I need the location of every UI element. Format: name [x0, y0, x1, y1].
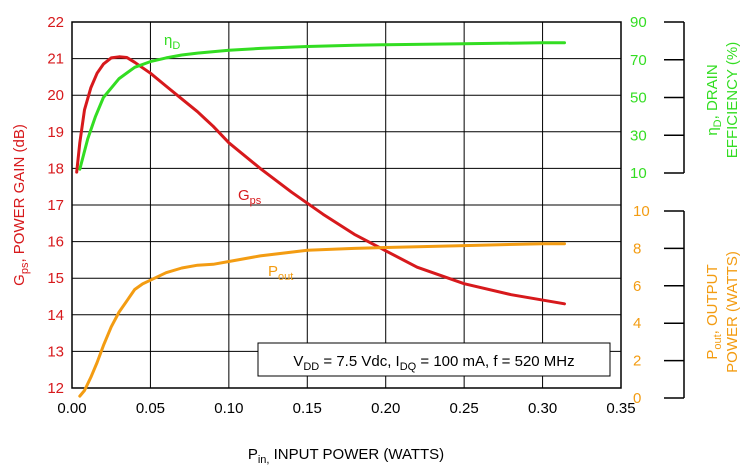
left-tick-16: 16 — [47, 234, 64, 251]
left-tick-17: 17 — [47, 197, 64, 214]
output-power-axis-title-line2: POWER (WATTS) — [724, 251, 741, 373]
left-tick-12: 12 — [47, 380, 64, 397]
output-power-axis: 0 2 4 6 8 10 — [633, 203, 685, 407]
output-power-tick-6: 6 — [633, 278, 641, 295]
output-power-tick-10: 10 — [633, 203, 650, 220]
left-tick-21: 21 — [47, 51, 64, 68]
efficiency-tick-70: 70 — [630, 52, 647, 69]
x-tick-0.20: 0.20 — [371, 400, 400, 417]
efficiency-tick-30: 30 — [630, 127, 647, 144]
left-tick-14: 14 — [47, 307, 64, 324]
conditions-annotation: VDD = 7.5 Vdc, IDQ = 100 mA, f = 520 MHz — [293, 353, 574, 373]
efficiency-axis: 10 30 50 70 90 — [630, 14, 685, 182]
efficiency-axis-title-line1: ηD, DRAIN — [704, 64, 724, 135]
x-tick-0.00: 0.00 — [57, 400, 86, 417]
series-layer — [75, 41, 566, 398]
left-tick-22: 22 — [47, 14, 64, 31]
series-label-eta: ηD — [164, 32, 180, 52]
bottom-axis-ticks: 0.00 0.05 0.10 0.15 0.20 0.25 0.30 0.35 — [57, 400, 635, 417]
series-label-gps: Gps — [238, 187, 262, 207]
left-tick-20: 20 — [47, 87, 64, 104]
grid-lines — [72, 22, 621, 388]
output-power-tick-8: 8 — [633, 240, 641, 257]
left-axis-ticks: 12 13 14 15 16 17 18 19 20 21 22 — [47, 14, 64, 397]
output-power-axis-title-line1: Pout, OUTPUT — [704, 264, 724, 359]
output-power-tick-4: 4 — [633, 315, 641, 332]
series-line-efficiency — [78, 41, 566, 171]
output-power-tick-2: 2 — [633, 353, 641, 370]
x-tick-0.30: 0.30 — [528, 400, 557, 417]
left-tick-13: 13 — [47, 343, 64, 360]
series-label-pout: Pout — [268, 263, 293, 283]
efficiency-tick-10: 10 — [630, 165, 647, 182]
series-line-pout — [78, 242, 566, 398]
x-tick-0.35: 0.35 — [606, 400, 635, 417]
conditions-box — [257, 342, 611, 377]
series-line-gps — [75, 55, 566, 306]
efficiency-axis-title-line2: EFFICIENCY (%) — [724, 42, 741, 158]
left-tick-19: 19 — [47, 124, 64, 141]
left-tick-15: 15 — [47, 270, 64, 287]
plot-frame — [71, 21, 622, 389]
x-axis-title: Pin, INPUT POWER (WATTS) — [248, 446, 444, 466]
left-tick-18: 18 — [47, 160, 64, 177]
x-tick-0.15: 0.15 — [293, 400, 322, 417]
output-power-tick-0: 0 — [633, 390, 641, 407]
efficiency-tick-50: 50 — [630, 90, 647, 107]
efficiency-tick-90: 90 — [630, 14, 647, 31]
x-tick-0.05: 0.05 — [136, 400, 165, 417]
x-tick-0.10: 0.10 — [214, 400, 243, 417]
left-axis-title: Gps, POWER GAIN (dB) — [11, 124, 31, 286]
x-tick-0.25: 0.25 — [450, 400, 479, 417]
